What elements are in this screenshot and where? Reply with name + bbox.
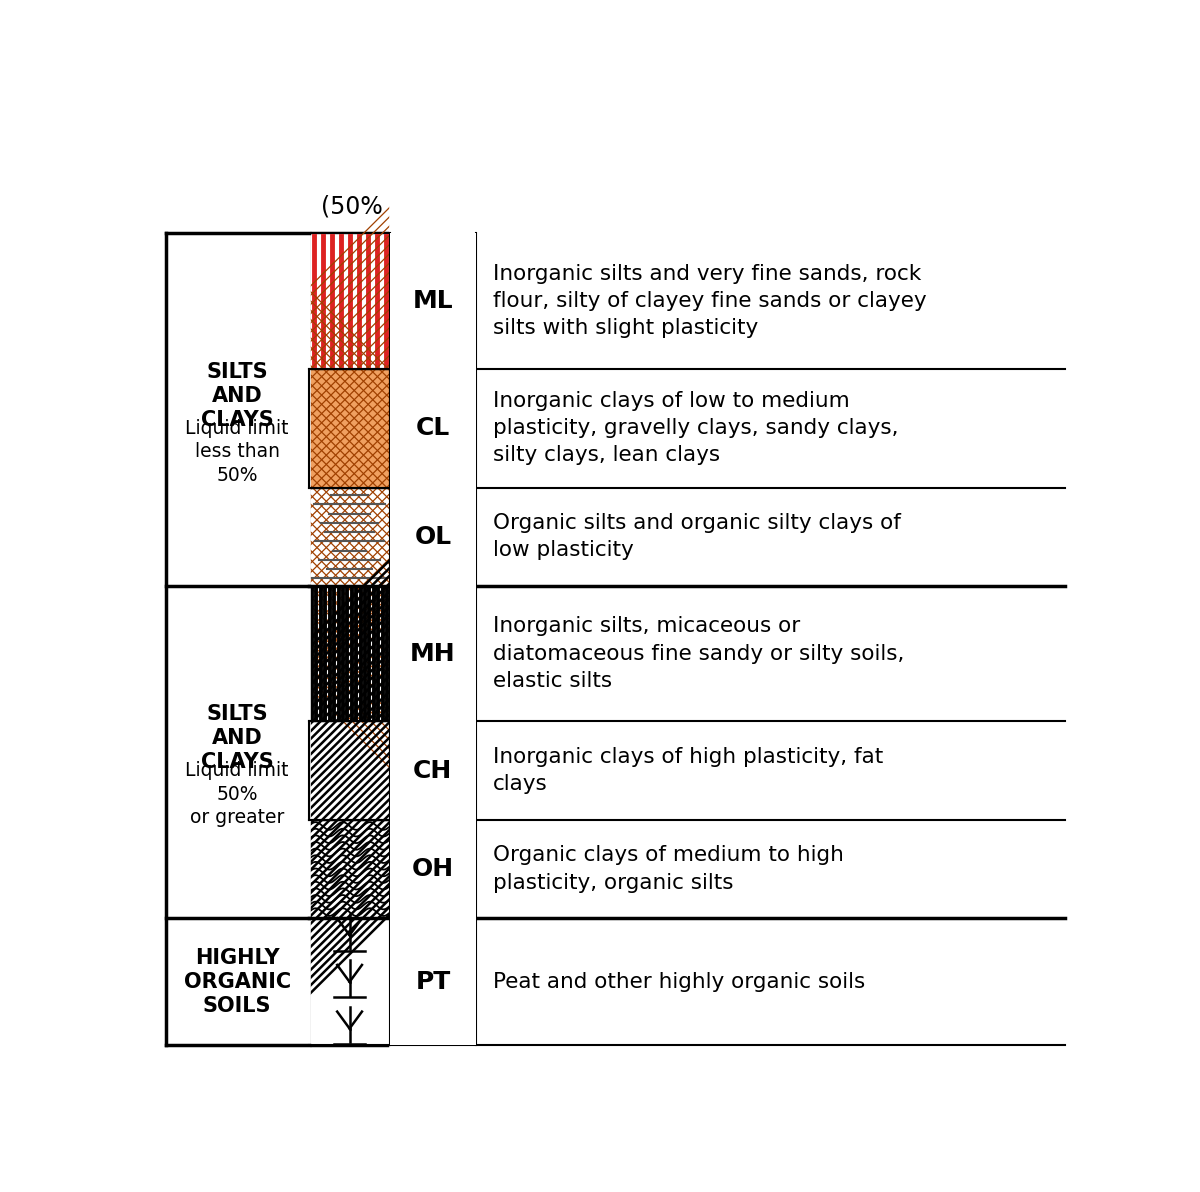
Bar [308, 721, 390, 820]
Text: CH: CH [413, 758, 452, 783]
Bar [308, 721, 390, 820]
Text: Inorganic silts and very fine sands, rock
flour, silty of clayey fine sands or c: Inorganic silts and very fine sands, roc… [492, 263, 926, 339]
Text: (50%  or more of material is smaller than No. 200 sieve size.): (50% or more of material is smaller than… [322, 194, 1048, 218]
Text: MH: MH [410, 641, 456, 665]
Bar [390, 368, 475, 488]
Text: Liquid limit
less than
50%: Liquid limit less than 50% [186, 418, 289, 485]
Bar [308, 918, 390, 1045]
Text: Liquid limit
50%
or greater: Liquid limit 50% or greater [186, 762, 289, 827]
Text: FINE-GRAINED SOILS: FINE-GRAINED SOILS [506, 157, 863, 186]
Text: PT: PT [415, 970, 450, 994]
Bar [308, 820, 390, 918]
Text: Inorganic clays of low to medium
plasticity, gravelly clays, sandy clays,
silty : Inorganic clays of low to medium plastic… [492, 391, 898, 465]
Text: CL: CL [415, 416, 450, 440]
Text: Organic clays of medium to high
plasticity, organic silts: Organic clays of medium to high plastici… [492, 845, 844, 893]
Text: SILTS
AND
CLAYS: SILTS AND CLAYS [200, 704, 274, 772]
Text: Organic silts and organic silty clays of
low plasticity: Organic silts and organic silty clays of… [492, 513, 900, 560]
Bar [390, 820, 475, 918]
Bar [390, 234, 475, 368]
Text: HIGHLY
ORGANIC
SOILS: HIGHLY ORGANIC SOILS [184, 948, 290, 1016]
Text: OL: OL [414, 524, 451, 548]
Bar [308, 586, 390, 721]
Bar [308, 234, 1064, 1045]
Bar [308, 368, 390, 488]
Text: OH: OH [412, 857, 454, 881]
Bar [308, 234, 390, 368]
Bar [390, 488, 475, 586]
Bar [390, 721, 475, 820]
Bar [308, 368, 390, 488]
Text: SILTS
AND
CLAYS: SILTS AND CLAYS [200, 361, 274, 429]
Text: ML: ML [413, 288, 454, 312]
Bar [308, 488, 390, 586]
Bar [390, 586, 475, 721]
Text: Inorganic silts, micaceous or
diatomaceous fine sandy or silty soils,
elastic si: Inorganic silts, micaceous or diatomaceo… [492, 616, 904, 691]
Text: Inorganic clays of high plasticity, fat
clays: Inorganic clays of high plasticity, fat … [492, 747, 883, 794]
Text: Peat and other highly organic soils: Peat and other highly organic soils [492, 971, 865, 992]
Bar [390, 918, 475, 1045]
